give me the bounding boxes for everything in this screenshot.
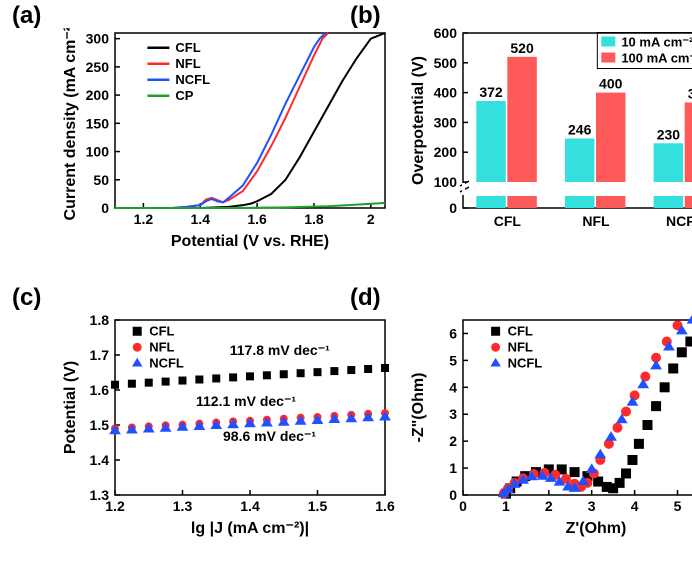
svg-text:200: 200 bbox=[86, 87, 110, 103]
svg-text:1.4: 1.4 bbox=[191, 211, 211, 227]
svg-text:100 mA cm⁻²: 100 mA cm⁻² bbox=[621, 51, 692, 66]
svg-text:600: 600 bbox=[434, 28, 458, 41]
svg-text:520: 520 bbox=[510, 40, 534, 56]
svg-text:NFL: NFL bbox=[175, 56, 200, 71]
svg-text:1: 1 bbox=[449, 460, 457, 476]
svg-text:300: 300 bbox=[434, 114, 458, 130]
svg-text:NCFL: NCFL bbox=[666, 213, 692, 229]
svg-text:367: 367 bbox=[688, 85, 692, 101]
svg-text:1.6: 1.6 bbox=[375, 498, 395, 514]
svg-text:Potential (V): Potential (V) bbox=[62, 361, 79, 454]
svg-text:2: 2 bbox=[367, 211, 375, 227]
svg-text:Z'(Ohm): Z'(Ohm) bbox=[566, 520, 627, 537]
svg-text:Current density (mA cm⁻²): Current density (mA cm⁻²) bbox=[62, 28, 79, 220]
svg-text:0: 0 bbox=[449, 200, 457, 216]
panel-c-label: (c) bbox=[12, 284, 41, 312]
svg-text:1.6: 1.6 bbox=[90, 382, 110, 398]
svg-text:246: 246 bbox=[568, 121, 592, 137]
svg-text:5: 5 bbox=[449, 352, 457, 368]
svg-text:230: 230 bbox=[657, 126, 681, 142]
svg-text:100: 100 bbox=[86, 144, 110, 160]
svg-text:400: 400 bbox=[599, 76, 623, 92]
svg-text:NFL: NFL bbox=[149, 339, 174, 354]
svg-text:250: 250 bbox=[86, 59, 110, 75]
svg-text:112.1 mV dec⁻¹: 112.1 mV dec⁻¹ bbox=[196, 393, 296, 409]
svg-text:4: 4 bbox=[449, 379, 457, 395]
svg-text:1.5: 1.5 bbox=[308, 498, 328, 514]
svg-text:NCFL: NCFL bbox=[175, 72, 210, 87]
chart-b: 100 200 300 400 500 600 0 CFL 372 520 NFL 246 400 NCF… bbox=[408, 28, 692, 293]
svg-text:NFL: NFL bbox=[508, 339, 533, 354]
svg-text:1.6: 1.6 bbox=[247, 211, 267, 227]
svg-text:1.7: 1.7 bbox=[90, 347, 110, 363]
svg-text:CFL: CFL bbox=[494, 213, 522, 229]
svg-text:200: 200 bbox=[434, 144, 458, 160]
svg-text:1.2: 1.2 bbox=[134, 211, 154, 227]
svg-text:10 mA cm⁻²: 10 mA cm⁻² bbox=[621, 35, 692, 50]
svg-text:0: 0 bbox=[101, 200, 109, 216]
svg-text:CFL: CFL bbox=[149, 323, 174, 338]
svg-text:2: 2 bbox=[449, 433, 457, 449]
svg-text:50: 50 bbox=[93, 172, 109, 188]
svg-text:500: 500 bbox=[434, 55, 458, 71]
svg-text:1.4: 1.4 bbox=[240, 498, 260, 514]
chart-c: 1.21.31.41.51.61.31.41.51.61.71.8lg |J (… bbox=[60, 315, 400, 580]
svg-text:1.3: 1.3 bbox=[173, 498, 193, 514]
svg-text:3: 3 bbox=[588, 498, 596, 514]
svg-text:98.6 mV dec⁻¹: 98.6 mV dec⁻¹ bbox=[223, 428, 316, 444]
svg-text:CFL: CFL bbox=[175, 40, 200, 55]
svg-text:1.5: 1.5 bbox=[90, 417, 110, 433]
svg-text:CP: CP bbox=[175, 88, 193, 103]
svg-text:150: 150 bbox=[86, 115, 110, 131]
svg-text:1.8: 1.8 bbox=[304, 211, 324, 227]
svg-text:NCFL: NCFL bbox=[508, 355, 543, 370]
svg-text:100: 100 bbox=[434, 174, 458, 190]
svg-text:300: 300 bbox=[86, 31, 110, 47]
svg-text:1.3: 1.3 bbox=[90, 487, 110, 503]
svg-text:Overpotential (V): Overpotential (V) bbox=[410, 56, 427, 185]
svg-text:6: 6 bbox=[449, 325, 457, 341]
svg-text:Potential (V vs. RHE): Potential (V vs. RHE) bbox=[171, 233, 329, 250]
chart-d: 01234560123456Z'(Ohm)-Z"(Ohm)CFLNFLNCFL bbox=[408, 315, 692, 580]
panel-b-label: (b) bbox=[350, 2, 381, 30]
svg-text:-Z"(Ohm): -Z"(Ohm) bbox=[410, 373, 427, 443]
svg-text:0: 0 bbox=[449, 487, 457, 503]
panel-a-label: (a) bbox=[12, 2, 41, 30]
svg-text:5: 5 bbox=[674, 498, 682, 514]
svg-text:lg |J (mA cm⁻²)|: lg |J (mA cm⁻²)| bbox=[191, 520, 309, 537]
svg-text:400: 400 bbox=[434, 85, 458, 101]
svg-text:4: 4 bbox=[631, 498, 639, 514]
svg-text:2: 2 bbox=[545, 498, 553, 514]
svg-text:NCFL: NCFL bbox=[149, 355, 184, 370]
svg-text:3: 3 bbox=[449, 406, 457, 422]
svg-text:1: 1 bbox=[502, 498, 510, 514]
svg-text:CFL: CFL bbox=[508, 323, 533, 338]
svg-text:1.4: 1.4 bbox=[90, 452, 110, 468]
svg-text:117.8 mV dec⁻¹: 117.8 mV dec⁻¹ bbox=[230, 342, 330, 358]
svg-text:NFL: NFL bbox=[582, 213, 610, 229]
chart-a: 1.2 1.4 1.6 1.8 2 0 50 100 150 200 250 300 Potential… bbox=[60, 28, 400, 293]
svg-text:0: 0 bbox=[459, 498, 467, 514]
svg-text:1.8: 1.8 bbox=[90, 315, 110, 328]
svg-text:372: 372 bbox=[479, 84, 503, 100]
